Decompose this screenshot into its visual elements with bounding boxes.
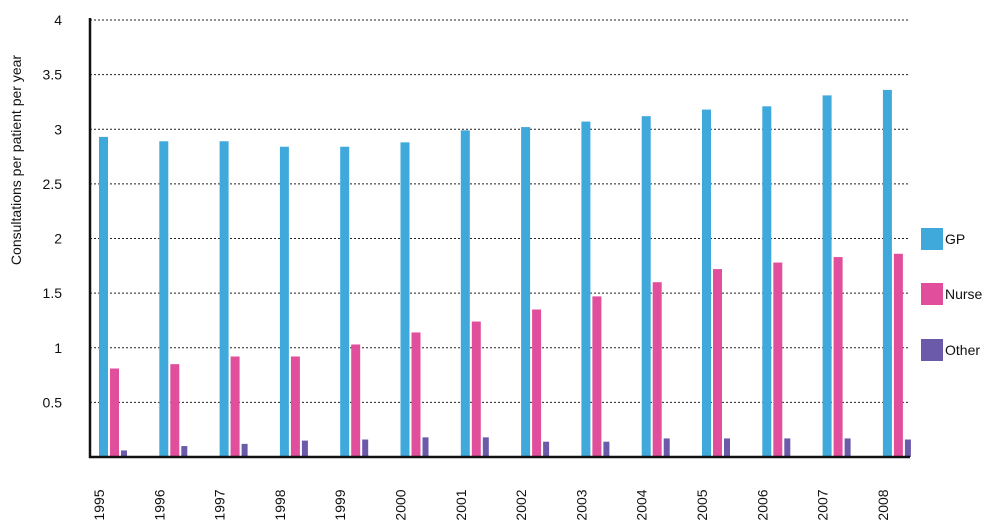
y-tick-label: 1.5 [43, 285, 63, 301]
bar-nurse-2001 [471, 321, 481, 457]
axes [88, 18, 910, 459]
y-axis-label: Consultations per patient per year [8, 55, 24, 265]
bar-other-2004 [663, 438, 670, 457]
x-tick-label: 1995 [91, 489, 107, 520]
gridlines [90, 19, 910, 403]
bar-gp-2004 [641, 116, 651, 457]
x-tick-label: 2004 [634, 489, 650, 520]
bar-other-2000 [422, 437, 429, 457]
legend-swatch-gp [921, 228, 943, 250]
bar-nurse-2008 [893, 253, 903, 457]
x-tick-label: 1999 [332, 489, 348, 520]
bar-nurse-1999 [351, 344, 361, 457]
legend: GP Nurse Other [921, 228, 983, 361]
bar-nurse-2000 [411, 332, 421, 457]
bar-nurse-2007 [833, 257, 843, 457]
legend-label-gp: GP [945, 231, 965, 247]
y-tick-label: 3.5 [43, 67, 63, 83]
bar-other-2008 [904, 439, 911, 457]
bar-gp-2007 [822, 95, 832, 457]
x-tick-label: 2000 [393, 489, 409, 520]
legend-label-nurse: Nurse [945, 286, 983, 302]
bar-gp-1997 [219, 141, 229, 457]
legend-swatch-nurse [921, 283, 943, 305]
bar-other-1995 [121, 450, 127, 457]
bar-nurse-2002 [532, 309, 542, 457]
bar-other-1997 [241, 443, 248, 457]
bar-gp-2002 [521, 127, 531, 457]
legend-swatch-other [921, 339, 943, 361]
y-tick-label: 2.5 [43, 176, 63, 192]
bar-gp-1999 [340, 146, 350, 458]
x-tick-label: 2001 [453, 489, 469, 520]
x-tick-labels: 1995 1996 1997 1998 1999 2000 2001 2002 2003 2004… [91, 489, 891, 520]
bar-gp-2005 [702, 109, 711, 458]
y-tick-label: 2 [54, 231, 62, 247]
bar-other-1996 [181, 446, 188, 457]
x-tick-label: 2003 [573, 489, 589, 520]
x-tick-label: 2005 [694, 489, 710, 520]
x-tick-label: 2006 [754, 489, 770, 520]
y-tick-label: 1 [54, 340, 62, 356]
legend-label-other: Other [945, 342, 980, 358]
bar-nurse-1998 [290, 356, 300, 457]
x-tick-label: 2007 [815, 489, 831, 520]
bar-nurse-2003 [592, 296, 602, 457]
bar-gp-2008 [882, 89, 892, 458]
bar-other-2005 [724, 438, 730, 457]
bar-gp-1995 [99, 136, 108, 457]
bar-other-1999 [362, 439, 369, 457]
bar-nurse-2004 [652, 282, 662, 457]
bar-nurse-1996 [170, 364, 180, 457]
bar-other-1998 [301, 440, 308, 457]
bar-other-2003 [603, 441, 610, 457]
bars [99, 89, 911, 458]
bar-other-2001 [482, 437, 489, 457]
bar-nurse-2005 [713, 269, 722, 457]
y-tick-label: 3 [54, 121, 62, 137]
y-tick-label: 4 [54, 12, 62, 28]
bar-other-2006 [784, 438, 791, 457]
x-tick-label: 1997 [212, 489, 228, 520]
bar-gp-2003 [581, 121, 591, 457]
x-tick-label: 2002 [513, 489, 529, 520]
y-tick-labels: 0.5 1 1.5 2 2.5 3 3.5 4 [43, 12, 63, 410]
bar-nurse-1997 [230, 356, 240, 457]
bar-other-2007 [844, 438, 851, 457]
bar-gp-1996 [159, 141, 169, 457]
bar-gp-2000 [400, 142, 410, 458]
x-tick-label: 1998 [272, 489, 288, 520]
bar-nurse-1995 [110, 368, 119, 457]
x-tick-label: 1996 [151, 489, 167, 520]
bar-gp-2001 [460, 130, 470, 457]
x-tick-label: 2008 [875, 489, 891, 520]
bar-gp-2006 [762, 106, 772, 458]
bar-nurse-2006 [773, 262, 783, 457]
y-tick-label: 0.5 [43, 394, 63, 410]
bar-gp-1998 [279, 146, 289, 458]
bar-other-2002 [543, 441, 550, 457]
